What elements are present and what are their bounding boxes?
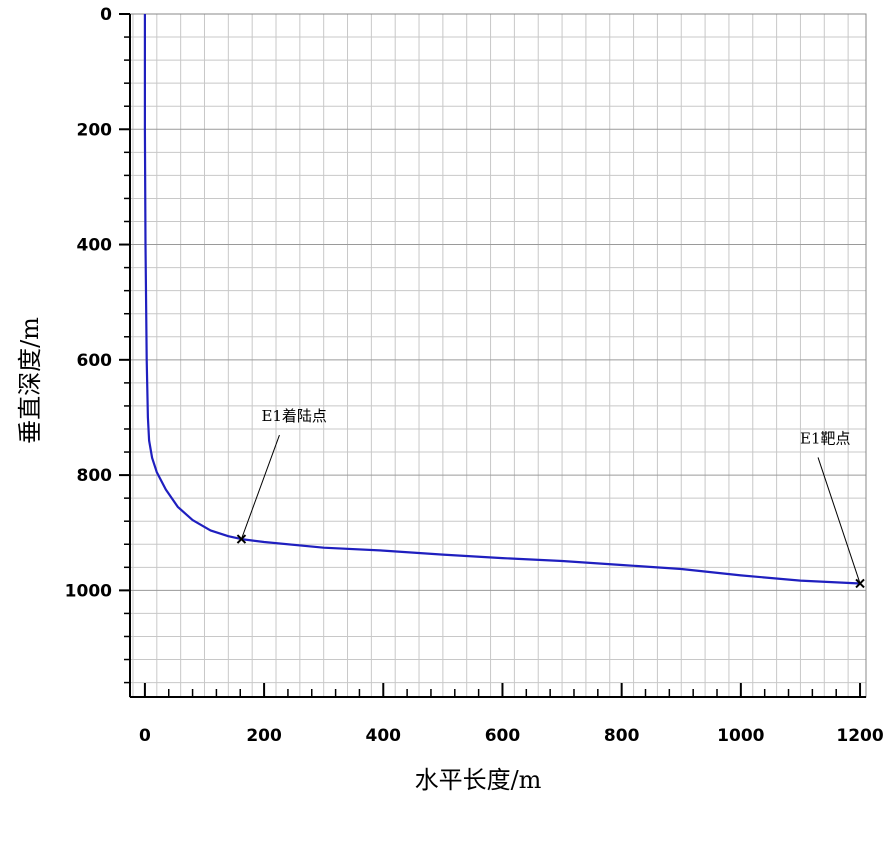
- x-tick-label: 400: [366, 726, 402, 746]
- x-tick-label: 800: [604, 726, 640, 746]
- grid: [130, 13, 866, 697]
- y-tick-label: 600: [77, 351, 113, 371]
- y-axis-title: 垂直深度/m: [16, 317, 44, 444]
- x-tick-label: 0: [139, 726, 151, 746]
- tick-labels: 0 200 400 600 800 1000 0 200 400 600 800 1000 1200: [65, 5, 884, 746]
- trajectory-line: [143, 14, 861, 585]
- annotation-leader: [240, 434, 280, 540]
- y-tick-label: 800: [77, 466, 113, 486]
- annotation-leader: [817, 457, 861, 584]
- annotations: E1着陆点 E1靶点: [236, 407, 865, 589]
- x-tick-label: 1000: [717, 726, 764, 746]
- x-tick-label: 1200: [836, 726, 883, 746]
- annotation-label: E1靶点: [800, 429, 851, 447]
- annotation-label: E1着陆点: [261, 407, 327, 425]
- plot-area-frame: [129, 13, 867, 698]
- x-axis-title: 水平长度/m: [415, 766, 542, 794]
- axes: [119, 13, 866, 698]
- x-tick-label: 600: [485, 726, 521, 746]
- y-tick-label: 0: [100, 5, 112, 25]
- series: [143, 14, 861, 585]
- y-tick-label: 1000: [65, 581, 112, 601]
- y-tick-label: 200: [77, 120, 113, 140]
- x-tick-label: 200: [246, 726, 282, 746]
- y-tick-label: 400: [77, 236, 113, 256]
